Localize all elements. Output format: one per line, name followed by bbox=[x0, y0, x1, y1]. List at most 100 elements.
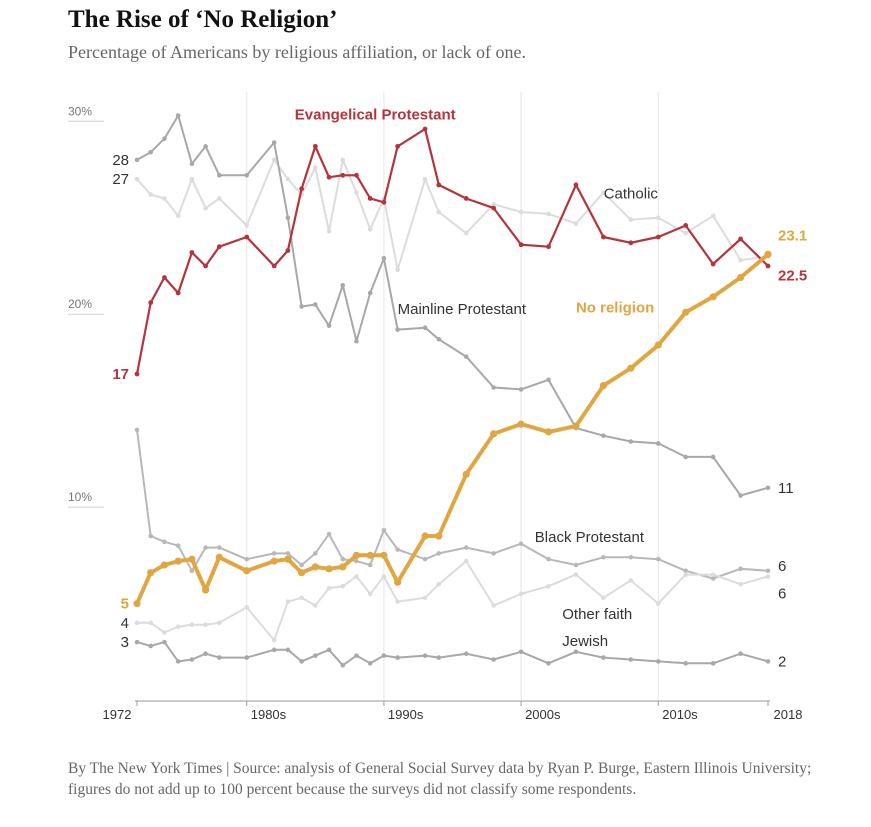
data-point-no_religion bbox=[160, 561, 169, 569]
data-point-no_religion bbox=[682, 308, 690, 316]
data-point-no_religion bbox=[435, 532, 443, 540]
data-point-no_religion bbox=[462, 470, 470, 478]
data-point-other_faith bbox=[381, 574, 387, 579]
data-point-jewish bbox=[738, 651, 743, 657]
data-point-other_faith bbox=[271, 637, 277, 643]
x-tick-label: 2010s bbox=[662, 707, 698, 722]
data-point-catholic bbox=[134, 176, 140, 182]
data-point-other_faith bbox=[710, 572, 716, 577]
data-point-jewish bbox=[299, 659, 304, 664]
data-point-no_religion bbox=[147, 569, 155, 577]
x-tick-label: 1972 bbox=[103, 707, 132, 722]
data-point-evangelical bbox=[381, 199, 387, 205]
series-name-label-black_protestant: Black Protestant bbox=[535, 529, 645, 546]
data-point-catholic bbox=[148, 192, 154, 197]
data-point-other_faith bbox=[148, 620, 154, 626]
data-point-mainline bbox=[271, 140, 277, 145]
data-point-evangelical bbox=[655, 234, 661, 240]
data-point-jewish bbox=[271, 647, 277, 653]
data-point-evangelical bbox=[491, 205, 497, 211]
data-point-mainline bbox=[203, 144, 208, 149]
data-point-evangelical bbox=[463, 196, 469, 201]
data-point-evangelical bbox=[148, 300, 154, 306]
data-point-catholic bbox=[463, 230, 469, 236]
data-point-other_faith bbox=[573, 572, 579, 577]
data-point-evangelical bbox=[518, 242, 524, 248]
data-point-other_faith bbox=[189, 622, 195, 628]
series-line-no_religion bbox=[135, 252, 770, 605]
data-point-other_faith bbox=[285, 599, 291, 604]
data-point-catholic bbox=[601, 190, 606, 195]
data-point-mainline bbox=[491, 385, 496, 390]
data-point-jewish bbox=[628, 657, 634, 662]
series-name-label-catholic: Catholic bbox=[604, 185, 659, 202]
data-point-evangelical bbox=[244, 234, 250, 240]
data-point-evangelical bbox=[367, 196, 373, 201]
data-point-black_protestant bbox=[518, 541, 524, 547]
data-point-other_faith bbox=[313, 603, 318, 608]
data-point-no_religion bbox=[654, 341, 662, 349]
data-point-evangelical bbox=[203, 263, 208, 269]
data-point-other_faith bbox=[326, 585, 332, 591]
data-point-no_religion bbox=[201, 586, 210, 594]
series-jewish bbox=[134, 639, 771, 668]
data-point-evangelical bbox=[175, 290, 181, 296]
data-point-other_faith bbox=[463, 558, 469, 564]
data-point-mainline bbox=[463, 354, 469, 359]
data-point-catholic bbox=[436, 209, 442, 215]
start-label-jewish: 3 bbox=[121, 634, 129, 651]
data-point-black_protestant bbox=[463, 545, 469, 550]
x-tick-label: 1990s bbox=[388, 707, 424, 722]
data-point-no_religion bbox=[270, 557, 278, 565]
data-point-catholic bbox=[573, 221, 579, 226]
data-point-jewish bbox=[244, 655, 250, 660]
data-point-black_protestant bbox=[326, 531, 332, 537]
data-point-black_protestant bbox=[710, 576, 716, 581]
data-point-jewish bbox=[491, 657, 496, 662]
data-point-black_protestant bbox=[738, 566, 743, 572]
end-label-black_protestant: 6 bbox=[778, 558, 786, 575]
end-label-other_faith: 6 bbox=[778, 586, 786, 603]
data-point-mainline bbox=[148, 149, 154, 155]
data-point-catholic bbox=[354, 190, 359, 195]
series-line-other_faith bbox=[137, 560, 769, 642]
data-point-black_protestant bbox=[354, 558, 359, 564]
data-point-catholic bbox=[738, 257, 743, 263]
end-label-jewish: 2 bbox=[778, 653, 786, 670]
data-point-catholic bbox=[217, 196, 222, 201]
data-point-evangelical bbox=[326, 174, 332, 180]
data-point-other_faith bbox=[683, 572, 688, 577]
data-point-no_religion bbox=[421, 532, 429, 540]
data-point-black_protestant bbox=[148, 533, 154, 539]
label-layer: Catholic Mainline Protestant Black Protest… bbox=[112, 106, 807, 670]
data-point-black_protestant bbox=[546, 556, 551, 562]
data-point-no_religion bbox=[298, 569, 306, 577]
data-point-catholic bbox=[655, 215, 661, 221]
data-point-no_religion bbox=[544, 428, 553, 436]
data-point-catholic bbox=[422, 176, 428, 182]
data-point-evangelical bbox=[573, 182, 579, 188]
data-point-jewish bbox=[463, 651, 469, 657]
data-point-mainline bbox=[628, 439, 634, 444]
data-point-catholic bbox=[271, 157, 277, 163]
data-point-black_protestant bbox=[299, 562, 304, 568]
data-point-evangelical bbox=[738, 236, 743, 242]
data-point-jewish bbox=[367, 661, 373, 666]
series-name-label-other_faith: Other faith bbox=[562, 606, 632, 623]
series-evangelical bbox=[134, 126, 771, 377]
series-no_religion bbox=[133, 250, 772, 608]
data-point-no_religion bbox=[572, 422, 580, 430]
line-chart: 30% 20% 10% 1972 1980s 1990s 2000s 2010s 2018 Ca… bbox=[68, 92, 807, 722]
data-point-no_religion bbox=[490, 430, 498, 438]
data-point-mainline bbox=[217, 173, 222, 178]
data-point-no_religion bbox=[174, 557, 182, 565]
data-point-mainline bbox=[655, 441, 661, 446]
series-black_protestant bbox=[134, 427, 771, 581]
data-point-catholic bbox=[285, 176, 291, 182]
data-point-jewish bbox=[313, 653, 318, 658]
series-line-evangelical bbox=[135, 127, 769, 375]
y-tick-label: 30% bbox=[68, 104, 92, 118]
data-point-evangelical bbox=[422, 126, 428, 132]
start-label-catholic: 27 bbox=[112, 171, 129, 188]
data-point-mainline bbox=[244, 173, 250, 178]
